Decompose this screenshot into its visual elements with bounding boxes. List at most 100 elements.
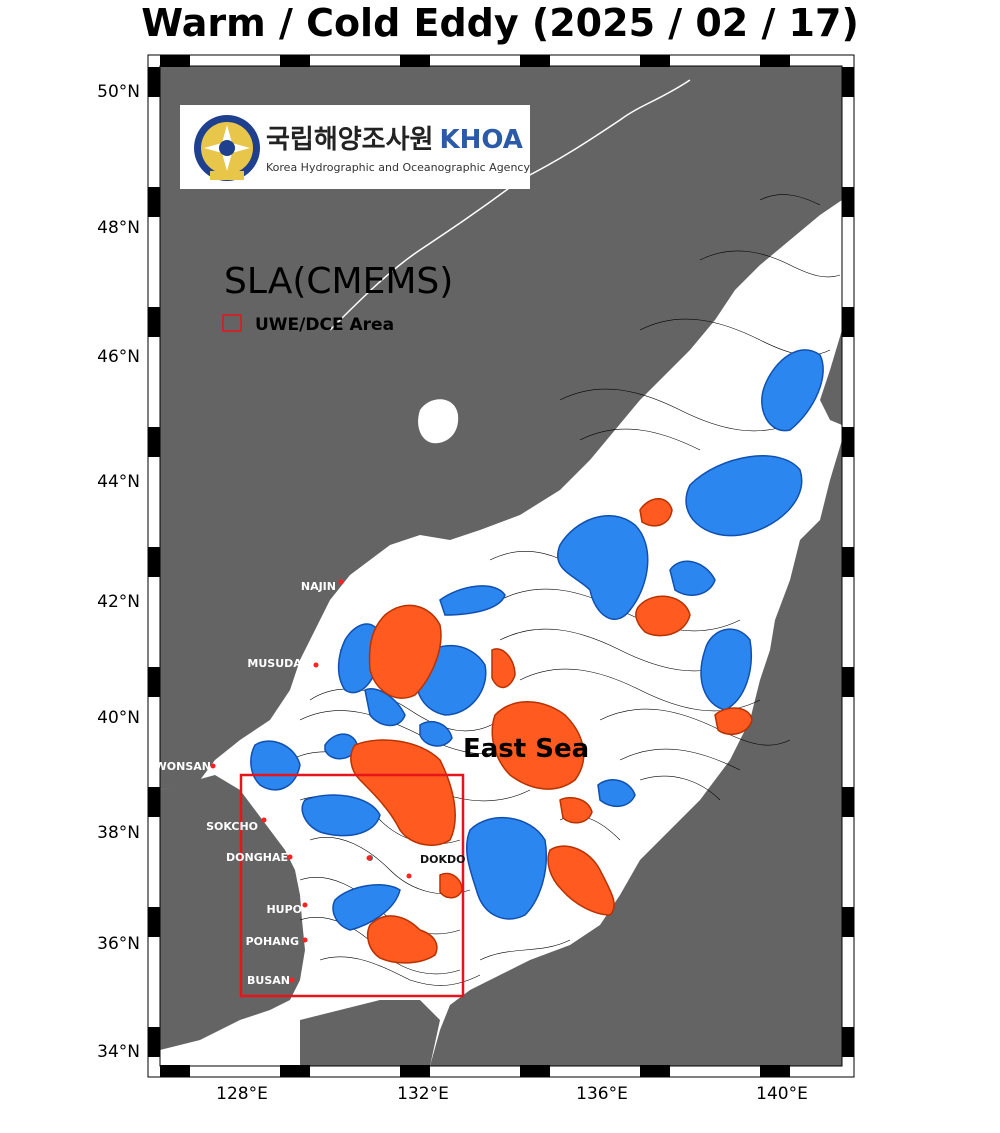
logo-korean-text: 국립해양조사원 bbox=[266, 125, 434, 155]
place-label-hupo: HUPO bbox=[266, 903, 302, 916]
frame-tick bbox=[760, 55, 790, 67]
cold-eddy bbox=[332, 884, 401, 931]
lat-label: 46°N bbox=[97, 347, 140, 367]
marker-dot bbox=[261, 817, 267, 823]
lat-label: 38°N bbox=[97, 823, 140, 843]
logo-english-name: Korea Hydrographic and Oceanographic Age… bbox=[266, 161, 530, 174]
land-japan-hokkaido bbox=[820, 330, 842, 425]
place-label-sokcho: SOKCHO bbox=[206, 820, 258, 833]
lat-label: 36°N bbox=[97, 934, 140, 954]
place-label-najin: NAJIN bbox=[301, 580, 336, 593]
frame-tick bbox=[148, 1027, 160, 1057]
lon-label: 136°E bbox=[576, 1084, 628, 1104]
frame-tick bbox=[148, 547, 160, 577]
cold-eddy bbox=[597, 779, 636, 807]
marker-dot bbox=[289, 977, 295, 983]
warm-eddy bbox=[714, 707, 753, 736]
warm-eddies bbox=[350, 498, 753, 964]
lat-label: 50°N bbox=[97, 82, 140, 102]
latitude-labels: 50°N 48°N 46°N 44°N 42°N 40°N 38°N 36°N … bbox=[97, 82, 140, 1062]
product-label: SLA(CMEMS) bbox=[224, 261, 453, 302]
frame-tick bbox=[148, 907, 160, 937]
frame-tick bbox=[760, 1065, 790, 1077]
frame-tick bbox=[148, 307, 160, 337]
lon-label: 132°E bbox=[397, 1084, 449, 1104]
marker-dot bbox=[406, 873, 412, 879]
marker-dot bbox=[313, 662, 319, 668]
marker-dot bbox=[366, 855, 372, 861]
marker-dot bbox=[210, 763, 216, 769]
cold-eddy bbox=[761, 349, 824, 432]
cold-eddy bbox=[301, 794, 381, 837]
legend-label: UWE/DCE Area bbox=[255, 315, 394, 335]
place-label-musudan: MUSUDAN bbox=[247, 657, 311, 670]
frame-tick bbox=[842, 187, 854, 217]
lon-label: 140°E bbox=[756, 1084, 808, 1104]
land-japan-honshu bbox=[430, 440, 842, 1066]
frame-tick bbox=[842, 787, 854, 817]
marker-dot bbox=[302, 937, 308, 943]
cold-eddy bbox=[250, 740, 301, 791]
warm-eddy bbox=[559, 797, 593, 824]
frame-tick bbox=[148, 787, 160, 817]
cold-eddy bbox=[557, 515, 649, 621]
place-label-pohang: POHANG bbox=[246, 935, 299, 948]
frame-tick bbox=[400, 55, 430, 67]
warm-eddy bbox=[547, 845, 615, 916]
place-label-busan: BUSAN bbox=[247, 974, 290, 987]
lat-label: 34°N bbox=[97, 1042, 140, 1062]
khoa-emblem-icon bbox=[194, 115, 260, 181]
place-markers: NAJIN MUSUDAN WONSAN SOKCHO DONGHAE HUPO… bbox=[155, 579, 466, 987]
logo-korean-name: 국립해양조사원 KHOA bbox=[266, 119, 523, 156]
frame-tick bbox=[280, 1065, 310, 1077]
frame-tick bbox=[842, 307, 854, 337]
lat-label: 42°N bbox=[97, 592, 140, 612]
frame-tick bbox=[842, 1027, 854, 1057]
cold-eddies bbox=[250, 349, 824, 931]
place-label-dokdo: DOKDO bbox=[420, 853, 466, 866]
marker-dot bbox=[302, 902, 308, 908]
frame-tick bbox=[842, 667, 854, 697]
map-title: Warm / Cold Eddy (2025 / 02 / 17) bbox=[141, 1, 859, 45]
logo-abbr: KHOA bbox=[439, 125, 523, 155]
frame-tick bbox=[520, 55, 550, 67]
cold-eddy bbox=[337, 623, 382, 694]
warm-eddy bbox=[350, 739, 456, 846]
lat-label: 44°N bbox=[97, 472, 140, 492]
longitude-labels: 128°E 132°E 136°E 140°E bbox=[216, 1084, 808, 1104]
frame-tick bbox=[280, 55, 310, 67]
frame-tick bbox=[640, 1065, 670, 1077]
lat-label: 40°N bbox=[97, 708, 140, 728]
lake-khanka bbox=[418, 399, 459, 444]
cold-eddy bbox=[465, 816, 548, 920]
place-label-donghae: DONGHAE bbox=[226, 851, 288, 864]
frame-tick bbox=[160, 1065, 190, 1077]
frame-tick bbox=[520, 1065, 550, 1077]
warm-eddy bbox=[368, 604, 442, 699]
land-continent bbox=[160, 66, 842, 790]
sea-label: East Sea bbox=[463, 734, 589, 764]
cold-eddy bbox=[700, 628, 752, 711]
frame-tick bbox=[842, 67, 854, 97]
marker-dot bbox=[287, 854, 293, 860]
cold-eddy bbox=[439, 585, 506, 616]
khoa-logo: 국립해양조사원 KHOA Korea Hydrographic and Ocean… bbox=[180, 105, 530, 189]
frame-tick bbox=[160, 55, 190, 67]
lat-label: 48°N bbox=[97, 218, 140, 238]
land-kyushu bbox=[300, 1000, 440, 1066]
warm-eddy bbox=[639, 498, 673, 527]
legend-swatch bbox=[222, 314, 242, 332]
land-korea bbox=[160, 775, 305, 1050]
cold-eddy bbox=[419, 721, 453, 747]
marker-dot bbox=[338, 579, 344, 585]
warm-eddy bbox=[491, 648, 516, 689]
frame-tick bbox=[842, 907, 854, 937]
frame-tick bbox=[148, 427, 160, 457]
frame-tick bbox=[640, 55, 670, 67]
uwe-dce-area-box bbox=[239, 773, 465, 998]
place-label-wonsan: WONSAN bbox=[155, 760, 211, 773]
map-frame bbox=[147, 54, 855, 1078]
warm-eddy bbox=[635, 595, 691, 637]
cold-eddy bbox=[685, 455, 803, 537]
